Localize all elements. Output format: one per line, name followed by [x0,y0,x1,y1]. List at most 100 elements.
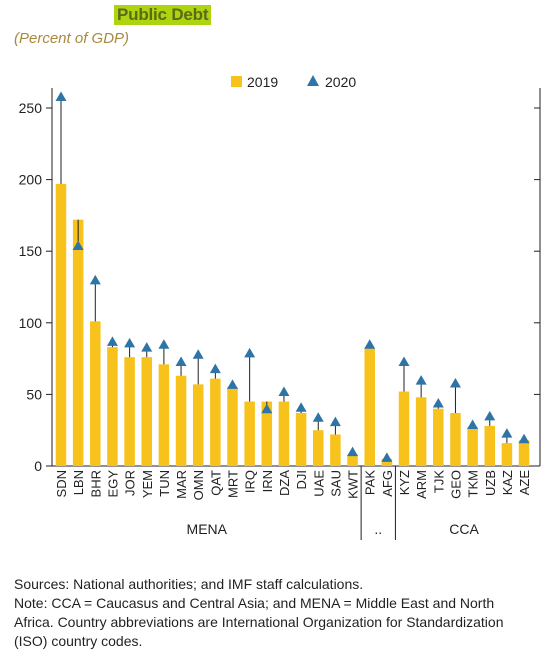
bar-2019-tjk [433,408,444,466]
category-label-dji: DJI [294,470,309,490]
marker-2020-dza [278,386,290,397]
marker-2020-tjk [432,397,444,408]
marker-2020-sau [329,416,341,427]
category-label-omn: OMN [191,470,206,500]
bar-2019-tun [158,364,170,466]
bar-2019-kyz [398,391,410,466]
abbreviation-note-2: Africa. Country abbreviations are Intern… [14,614,504,630]
marker-2020-irn [261,403,273,414]
marker-2020-lbn [72,240,84,250]
legend-swatch-2019 [231,76,242,87]
bar-2019-uae [313,430,324,466]
bar-2019-qat [210,378,221,466]
legend-marker-2020 [307,75,319,86]
marker-2020-aze [518,433,530,444]
bar-2019-uzb [484,425,495,466]
marker-2020-pak [364,339,376,349]
category-label-tun: TUN [157,470,172,497]
bar-2019-sau [330,434,341,466]
group-label-mena: MENA [187,521,228,537]
bar-2019-bhr [90,321,101,466]
marker-2020-kyz [398,356,410,366]
marker-2020-sdn [55,91,67,102]
bar-2019-mrt [227,387,238,466]
bar-2019-mar [175,375,187,466]
category-label-uae: UAE [311,470,326,497]
marker-2020-jor [124,337,136,348]
category-label-irq: IRQ [243,470,258,493]
group-label-cca: CCA [449,521,479,537]
abbreviation-note-3: (ISO) country codes. [14,633,143,649]
marker-2020-yem [141,342,153,352]
category-label-tkm: TKM [466,470,481,497]
category-label-sau: SAU [328,470,343,497]
marker-2020-qat [209,363,221,374]
legend-label-2020: 2020 [325,74,356,90]
bar-2019-tkm [467,427,478,466]
marker-2020-tkm [467,419,479,429]
category-label-dza: DZA [277,470,292,496]
bar-2019-afg [381,458,393,466]
bar-2019-irn [261,401,273,466]
marker-2020-kaz [501,428,513,438]
chart-subtitle: (Percent of GDP) [14,30,130,47]
bar-2019-pak [364,348,375,466]
category-label-egy: EGY [105,470,120,498]
chart-notes: Sources: National authorities; and IMF s… [14,575,534,651]
category-label-mrt: MRT [226,470,241,498]
bar-2019-aze [518,440,530,466]
public-debt-chart: 0 50 100 150 200 250 2019 2020 SDN LBN BHR EGY JOR YE… [19,74,541,540]
category-label-lbn: LBN [71,470,86,495]
y-tick-label: 0 [34,458,42,474]
marker-2020-dji [295,402,307,412]
category-label-pak: PAK [363,470,378,495]
marker-2020-uzb [484,410,496,421]
y-tick-label: 150 [19,243,43,259]
marker-2020-afg [381,452,393,462]
category-label-geo: GEO [448,470,463,499]
sources-note: Sources: National authorities; and IMF s… [14,576,364,592]
marker-2020-arm [415,375,427,385]
marker-2020-mar [175,356,187,366]
bar-2019-lbn [72,219,84,466]
category-label-afg: AFG [380,470,395,497]
category-label-aze: AZE [517,470,532,496]
category-label-tjk: TJK [431,470,446,493]
bar-2019-jor [124,357,135,466]
bar-2019-egy [107,347,118,466]
legend-label-2019: 2019 [247,74,278,90]
y-tick-label: 200 [19,172,43,188]
group-label-dots: .. [374,521,382,537]
category-label-bhr: BHR [88,470,103,497]
y-tick-label: 50 [26,386,42,402]
y-tick-label: 250 [19,100,43,116]
marker-2020-omn [192,349,204,359]
category-label-irn: IRN [260,470,275,492]
bar-2019-arm [415,397,427,466]
marker-2020-geo [449,377,461,388]
category-label-sdn: SDN [54,470,69,497]
category-label-kaz: KAZ [500,470,515,495]
category-label-qat: QAT [208,470,223,496]
category-label-kyz: KYZ [397,470,412,495]
abbreviation-note-1: Note: CCA = Caucasus and Central Asia; a… [14,595,495,611]
category-label-jor: JOR [123,470,138,496]
bar-2019-kwt [347,454,358,466]
bar-2019-sdn [55,183,67,466]
marker-2020-mrt [227,379,238,389]
category-label-arm: ARM [414,470,429,499]
marker-2020-kwt [347,446,359,457]
category-label-yem: YEM [140,470,155,498]
marker-2020-tun [158,339,170,349]
y-tick-label: 100 [19,315,43,331]
chart-title: Public Debt [114,5,212,25]
bar-2019-irq [244,401,255,466]
bar-2019-omn [192,384,204,466]
bar-2019-dji [295,413,307,466]
marker-2020-irq [244,347,256,358]
category-label-uzb: UZB [483,470,498,496]
bar-2019-kaz [501,443,513,466]
bar-2019-geo [450,413,461,466]
bar-2019-yem [141,357,152,466]
marker-2020-uae [312,412,324,422]
